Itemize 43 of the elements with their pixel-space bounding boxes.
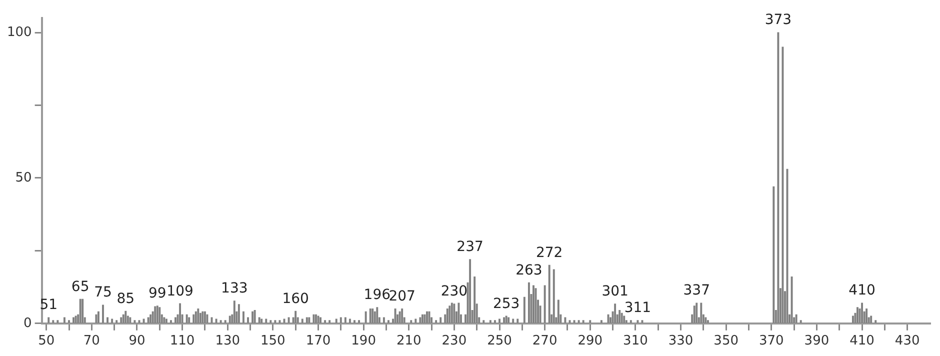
- x-tick-label: 110: [170, 334, 195, 349]
- annotation: 196: [364, 287, 391, 304]
- x-tick-label: 210: [396, 334, 422, 349]
- x-tick-label: 410: [850, 334, 874, 349]
- annotation: 207: [388, 288, 416, 304]
- x-tick-label: 290: [578, 334, 603, 349]
- annotation: 337: [683, 282, 710, 299]
- x-tick-label: 350: [714, 334, 738, 349]
- x-tick-label: 90: [128, 334, 146, 349]
- annotation: 65: [71, 278, 90, 295]
- x-tick-label: 50: [38, 334, 55, 349]
- annotation: 133: [221, 280, 248, 297]
- x-tick-label: 70: [83, 334, 100, 349]
- annotation: 85: [116, 290, 135, 307]
- annotation: 51: [40, 297, 58, 314]
- y-tick-label: 0: [24, 316, 32, 331]
- annotation: 410: [848, 282, 876, 299]
- x-tick-label: 430: [894, 334, 920, 349]
- annotation: 253: [492, 296, 520, 312]
- annotation: 160: [282, 290, 309, 307]
- annotation: 373: [764, 12, 792, 28]
- annotation: 301: [602, 284, 628, 300]
- annotation: 263: [516, 262, 542, 278]
- x-tick-label: 310: [623, 334, 648, 349]
- y-tick-label: 50: [15, 170, 32, 186]
- x-tick-label: 230: [442, 334, 467, 349]
- x-tick-label: 190: [351, 334, 376, 349]
- x-tick-label: 390: [804, 334, 830, 349]
- x-tick-label: 270: [532, 334, 558, 349]
- x-tick-label: 370: [758, 334, 784, 349]
- annotation: 75: [94, 284, 112, 301]
- x-tick-label: 130: [215, 334, 240, 349]
- annotation: 237: [456, 239, 484, 256]
- x-tick-label: 150: [260, 334, 286, 349]
- annotation: 272: [536, 244, 563, 261]
- annotation: 99: [148, 286, 166, 302]
- annotation: 230: [440, 284, 468, 300]
- annotation: 109: [166, 283, 194, 300]
- y-tick-label: 100: [6, 24, 32, 40]
- x-tick-label: 250: [487, 334, 512, 349]
- x-tick-label: 330: [668, 334, 694, 349]
- x-tick-label: 170: [306, 334, 331, 349]
- annotation: 311: [624, 300, 652, 316]
